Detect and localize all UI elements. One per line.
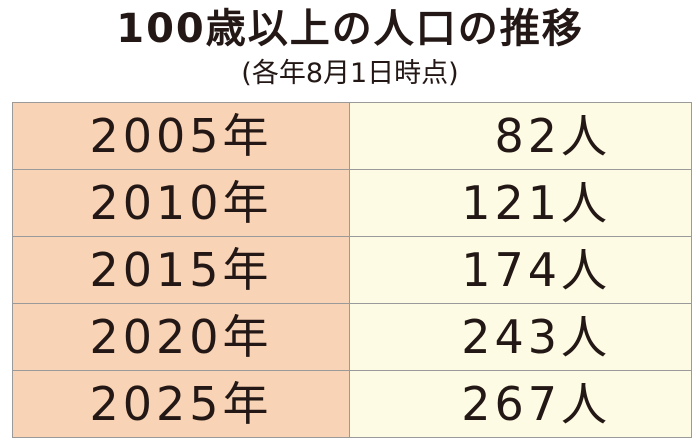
table-row: 2005年 82人 bbox=[12, 102, 692, 170]
subtitle: (各年8月1日時点) bbox=[241, 58, 459, 89]
year-cell: 2020年 bbox=[12, 303, 350, 371]
count-cell: 174人 bbox=[349, 236, 692, 304]
year-cell: 2005年 bbox=[12, 102, 350, 170]
count-cell: 267人 bbox=[349, 370, 692, 438]
count-cell: 243人 bbox=[349, 303, 692, 371]
table-row: 2025年 267人 bbox=[12, 370, 692, 438]
table-row: 2020年 243人 bbox=[12, 303, 692, 371]
year-cell: 2025年 bbox=[12, 370, 350, 438]
count-cell: 121人 bbox=[349, 169, 692, 237]
table-body: 2005年 82人 2010年 121人 2015年 174人 2020年 243人 2025年… bbox=[12, 102, 692, 438]
count-cell: 82人 bbox=[349, 102, 692, 170]
title: 100歳以上の人口の推移 bbox=[116, 6, 584, 52]
year-cell: 2015年 bbox=[12, 236, 350, 304]
table: 2005年 82人 2010年 121人 2015年 174人 2020年 243人 2025年… bbox=[12, 102, 692, 438]
table-row: 2015年 174人 bbox=[12, 236, 692, 304]
year-cell: 2010年 bbox=[12, 169, 350, 237]
table-row: 2010年 121人 bbox=[12, 169, 692, 237]
